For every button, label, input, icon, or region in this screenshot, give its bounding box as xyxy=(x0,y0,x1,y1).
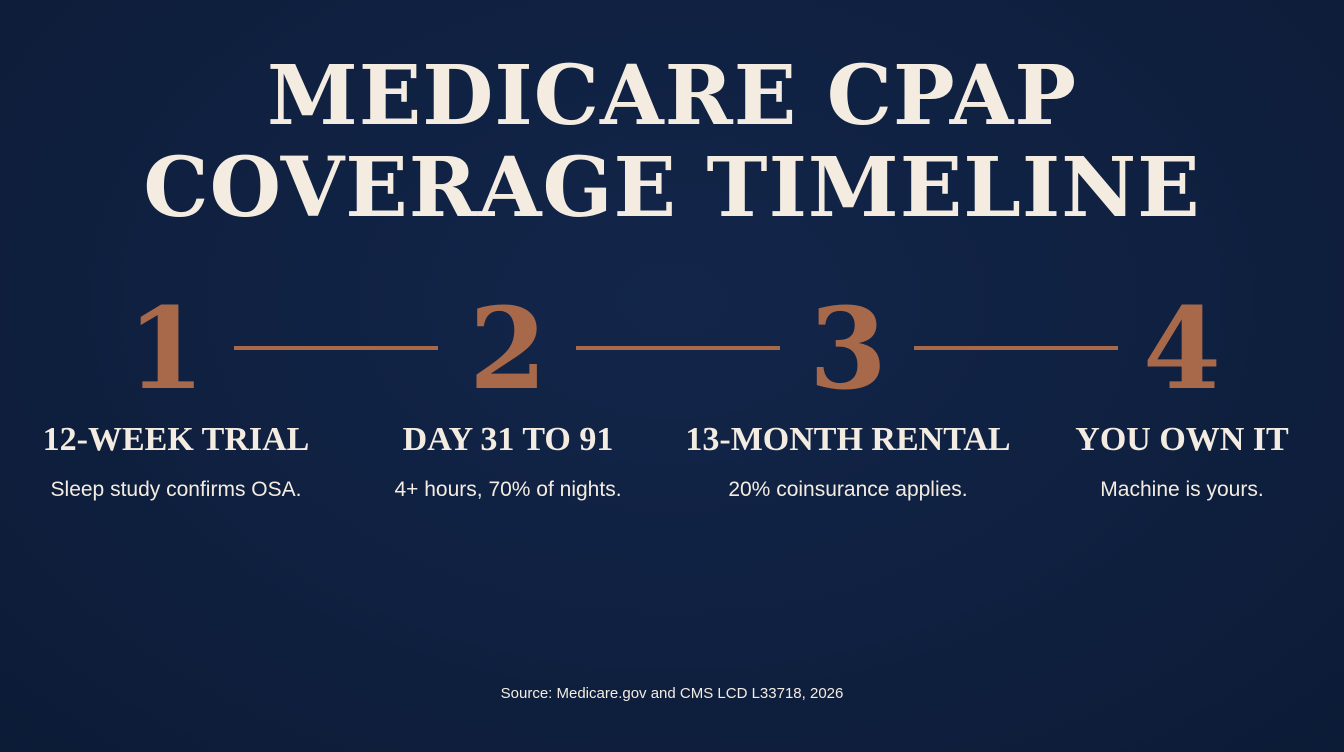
step-heading-2: DAY 31 TO 91 xyxy=(402,421,614,458)
step-heading-4: YOU OWN IT xyxy=(1075,421,1289,458)
timeline-connector-3-4 xyxy=(914,346,1118,350)
step-number-2: 2 xyxy=(469,284,547,415)
step-number-3: 3 xyxy=(809,284,887,415)
step-description-4: Machine is yours. xyxy=(1100,478,1264,501)
title-line-2: COVERAGE TIMELINE xyxy=(143,140,1201,236)
source-citation: Source: Medicare.gov and CMS LCD L33718,… xyxy=(500,685,844,702)
step-description-2: 4+ hours, 70% of nights. xyxy=(394,478,622,501)
step-heading-1: 12-WEEK TRIAL xyxy=(42,421,310,458)
step-description-3: 20% coinsurance applies. xyxy=(728,478,968,501)
step-heading-3: 13-MONTH RENTAL xyxy=(685,421,1011,458)
title-line-1: MEDICARE CPAP xyxy=(266,48,1078,144)
timeline-connector-2-3 xyxy=(576,346,780,350)
step-number-4: 4 xyxy=(1143,284,1221,415)
timeline-connector-1-2 xyxy=(234,346,438,350)
step-description-1: Sleep study confirms OSA. xyxy=(50,478,302,501)
step-number-1: 1 xyxy=(127,284,205,415)
